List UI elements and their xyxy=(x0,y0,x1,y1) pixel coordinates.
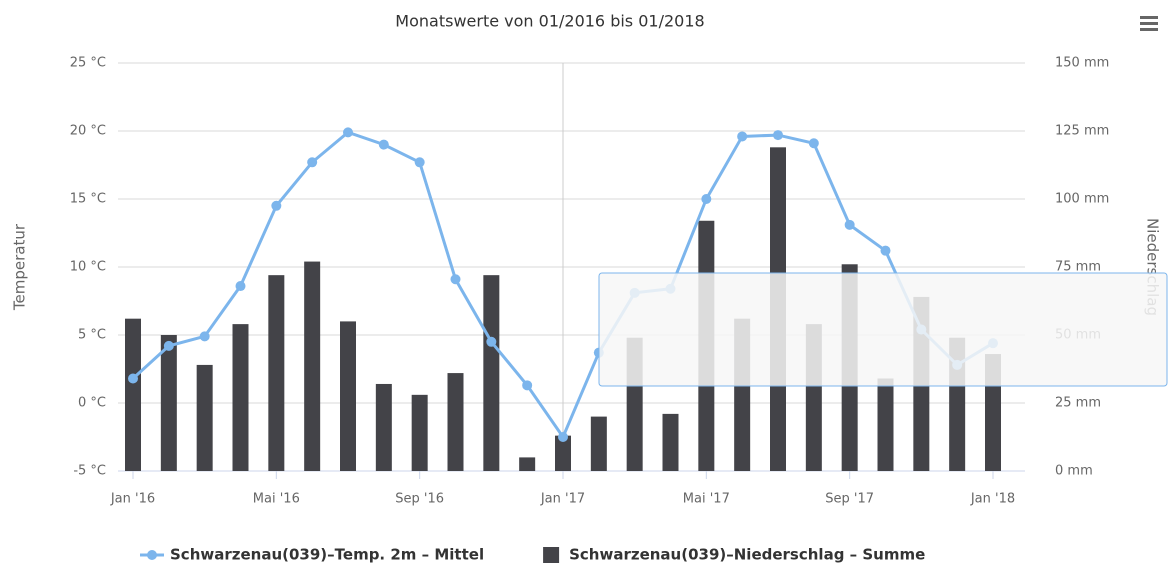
point xyxy=(450,274,461,285)
y2-tick-label: 100 mm xyxy=(1055,192,1109,207)
point xyxy=(701,194,712,204)
menu-bar xyxy=(1140,16,1158,19)
bar xyxy=(196,364,213,471)
y2-tick-label: 75 mm xyxy=(1055,260,1101,275)
point xyxy=(522,380,533,391)
legend-item[interactable]: Schwarzenau(039)–Niederschlag – Summe xyxy=(543,546,925,564)
legend-label: Schwarzenau(039)–Niederschlag – Summe xyxy=(569,546,925,564)
y-tick-label: 5 °C xyxy=(78,328,106,343)
y2-tick-label: 0 mm xyxy=(1055,464,1093,479)
bar xyxy=(304,261,321,471)
legend-label: Schwarzenau(039)–Temp. 2m – Mittel xyxy=(170,546,484,564)
bar xyxy=(447,373,464,471)
point xyxy=(486,336,497,347)
bar xyxy=(160,335,177,471)
bar xyxy=(125,318,141,471)
y-tick-label: 20 °C xyxy=(70,124,106,139)
y-tick-label: 15 °C xyxy=(70,192,106,207)
point xyxy=(343,127,353,138)
point xyxy=(199,331,210,342)
y2-tick-label: 25 mm xyxy=(1055,396,1101,411)
y-tick-label: 25 °C xyxy=(70,56,106,71)
point xyxy=(737,131,748,142)
point xyxy=(163,340,174,351)
x-tick-label: Jan '16 xyxy=(110,492,155,507)
point xyxy=(235,281,246,292)
point xyxy=(844,219,855,230)
menu-bar xyxy=(1140,22,1158,25)
point xyxy=(378,139,389,150)
tooltip xyxy=(598,272,1168,387)
y-axis-title: Temperatur xyxy=(11,223,29,311)
x-tick-label: Sep '16 xyxy=(395,492,444,507)
x-tick-label: Jan '18 xyxy=(970,492,1015,507)
bar xyxy=(340,321,356,471)
y2-tick-label: 125 mm xyxy=(1055,124,1109,139)
legend-symbol xyxy=(543,547,560,563)
x-tick-label: Jan '17 xyxy=(540,492,585,507)
bar xyxy=(662,413,679,471)
bar xyxy=(268,275,285,471)
point xyxy=(880,245,891,256)
bar xyxy=(375,383,392,471)
x-tick-label: Mai '17 xyxy=(683,492,730,507)
bar xyxy=(877,378,894,471)
point xyxy=(558,432,568,442)
menu-bar xyxy=(1140,28,1158,31)
legend: Schwarzenau(039)–Temp. 2m – Mittel Schwar… xyxy=(140,546,925,564)
point xyxy=(808,138,819,149)
y-tick-label: -5 °C xyxy=(73,464,106,479)
point xyxy=(128,373,138,384)
bar xyxy=(411,394,428,471)
point xyxy=(307,157,318,168)
point xyxy=(271,200,282,211)
y-tick-label: 10 °C xyxy=(70,260,106,275)
y2-tick-label: 150 mm xyxy=(1055,56,1109,71)
x-tick-label: Mai '16 xyxy=(253,492,300,507)
bar xyxy=(519,457,536,471)
menu-button[interactable] xyxy=(1138,12,1162,34)
point xyxy=(773,130,783,141)
legend-symbol xyxy=(147,550,157,560)
bar xyxy=(232,324,249,471)
y-tick-label: 0 °C xyxy=(78,396,106,411)
bar xyxy=(590,416,607,471)
x-tick-label: Sep '17 xyxy=(825,492,874,507)
chart-title: Monatswerte von 01/2016 bis 01/2018 xyxy=(395,12,704,31)
point xyxy=(414,157,425,168)
legend-item[interactable]: Schwarzenau(039)–Temp. 2m – Mittel xyxy=(140,546,484,564)
bar xyxy=(483,275,500,471)
bar xyxy=(555,435,571,471)
